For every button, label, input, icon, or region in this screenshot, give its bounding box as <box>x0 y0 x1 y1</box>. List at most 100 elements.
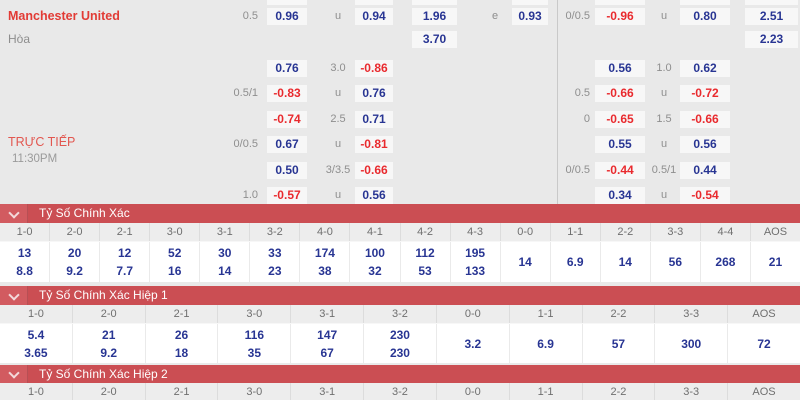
odds-cell[interactable]: 2.23 <box>745 31 798 48</box>
score-odd-value[interactable]: 30 <box>218 246 232 260</box>
score-odd-value[interactable]: 174 <box>314 246 335 260</box>
odds-cell[interactable]: 0.56 <box>680 136 730 153</box>
score-odd-value[interactable]: 35 <box>247 345 262 360</box>
score-odds-cell: 147 67 <box>291 324 365 363</box>
score-odd-value[interactable]: 100 <box>364 246 385 260</box>
odds-cell[interactable]: -0.54 <box>680 187 730 204</box>
odds-cell[interactable]: 0.71 <box>355 111 393 128</box>
line-label: u <box>660 87 668 99</box>
score-odds-cell: 100 32 <box>350 242 401 282</box>
score-odd-value[interactable]: 18 <box>174 345 189 360</box>
score-odd-value[interactable]: 133 <box>465 264 486 278</box>
odds-cell[interactable]: 0.94 <box>355 8 393 25</box>
score-odd-value[interactable]: 16 <box>168 264 182 278</box>
score-odds-cell: 6.9 <box>551 242 601 282</box>
score-odds-cell: 56 <box>651 242 701 282</box>
home-team-name: Manchester United <box>8 9 120 23</box>
score-odd-value[interactable]: 147 <box>317 327 338 342</box>
score-odd-value[interactable]: 268 <box>715 255 736 269</box>
score-odd-value[interactable]: 52 <box>168 246 182 260</box>
score-odd-value[interactable]: 53 <box>418 264 432 278</box>
odds-cell[interactable]: 0.50 <box>267 162 307 179</box>
line-label: e <box>491 10 499 22</box>
score-column-header: 3-1 <box>200 223 251 241</box>
odds-cell[interactable]: 0.56 <box>595 60 645 77</box>
score-odd-value[interactable]: 116 <box>244 327 265 342</box>
odds-cell[interactable]: 0.44 <box>680 162 730 179</box>
score-odd-value[interactable]: 112 <box>415 246 435 260</box>
score-odd-value[interactable]: 38 <box>318 264 332 278</box>
odds-cell[interactable]: -0.66 <box>355 162 393 179</box>
score-odd-value[interactable]: 230 <box>389 345 410 360</box>
score-odd-value[interactable]: 67 <box>320 345 334 360</box>
score-odds-cell: 3.2 <box>437 324 510 363</box>
score-odd-value[interactable]: 21 <box>102 327 116 342</box>
odds-cell[interactable]: -0.66 <box>680 111 730 128</box>
odds-cell[interactable]: -0.86 <box>355 60 393 77</box>
score-odd-value[interactable]: 3.65 <box>24 345 48 360</box>
score-odd-value[interactable]: 57 <box>611 336 626 351</box>
score-odd-value[interactable]: 6.9 <box>537 336 554 351</box>
score-column-header: 0-0 <box>437 305 510 323</box>
odds-cell[interactable]: 0.67 <box>267 136 307 153</box>
odds-cell[interactable]: 0.34 <box>595 187 645 204</box>
score-odd-value[interactable]: 21 <box>768 255 783 269</box>
odds-cell[interactable]: 0.80 <box>680 8 730 25</box>
score-odd-value[interactable]: 6.9 <box>566 255 584 269</box>
odds-cell[interactable]: 0.62 <box>680 60 730 77</box>
odds-cell[interactable]: -0.96 <box>595 8 645 25</box>
odds-cell[interactable]: 0.93 <box>512 8 548 25</box>
score-odd-value[interactable]: 72 <box>757 336 771 351</box>
score-odd-value[interactable]: 195 <box>465 246 486 260</box>
odds-cell[interactable]: -0.44 <box>595 162 645 179</box>
score-odd-value[interactable]: 300 <box>681 336 702 351</box>
score-odd-value[interactable]: 7.7 <box>116 264 133 278</box>
odds-cell[interactable]: 0.56 <box>355 187 393 204</box>
score-odd-value[interactable]: 20 <box>67 246 82 260</box>
score-odd-value[interactable]: 26 <box>174 327 189 342</box>
score-odd-value[interactable]: 33 <box>268 246 282 260</box>
score-odd-value[interactable]: 8.8 <box>16 264 33 278</box>
score-column-header: 4-1 <box>350 223 401 241</box>
section-header-bar: Tỷ Số Chính Xác <box>0 204 800 223</box>
odds-cell[interactable]: -0.66 <box>595 85 645 102</box>
odds-cell[interactable]: -0.72 <box>680 85 730 102</box>
odds-cell[interactable]: 0.96 <box>267 8 307 25</box>
score-column-header: 2-0 <box>73 305 146 323</box>
odds-cell[interactable]: 2.51 <box>745 8 798 25</box>
score-odd-value[interactable]: 14 <box>218 264 232 278</box>
score-odd-value[interactable]: 23 <box>268 264 282 278</box>
score-odd-value[interactable]: 12 <box>117 246 132 260</box>
score-odd-value[interactable]: 9.2 <box>66 264 83 278</box>
score-odd-value[interactable]: 3.2 <box>464 336 482 351</box>
score-odd-value[interactable]: 230 <box>389 327 410 342</box>
score-odds-cell: 26 18 <box>146 324 219 363</box>
odds-cell[interactable]: -0.74 <box>267 111 307 128</box>
odds-cell[interactable]: 0.76 <box>355 85 393 102</box>
line-label: u <box>334 10 342 22</box>
odds-cell[interactable]: 0.76 <box>267 60 307 77</box>
odds-cell[interactable]: 0.55 <box>595 136 645 153</box>
score-odd-value[interactable]: 9.2 <box>100 345 118 360</box>
score-odd-value[interactable]: 13 <box>17 246 32 260</box>
section-toggle-button[interactable] <box>0 286 28 305</box>
section-toggle-button[interactable] <box>0 365 28 383</box>
section-toggle-button[interactable] <box>0 204 28 223</box>
score-column-header: 3-3 <box>655 305 729 323</box>
score-column-header: 1-0 <box>0 383 73 400</box>
score-column-header: 0-0 <box>437 383 510 400</box>
score-odds-cell: 116 35 <box>218 324 292 363</box>
score-column-header: 3-0 <box>218 383 292 400</box>
score-odd-value[interactable]: 14 <box>618 255 632 269</box>
score-odd-value[interactable]: 5.4 <box>27 327 45 342</box>
odds-cell[interactable]: -0.81 <box>355 136 393 153</box>
score-odd-value[interactable]: 14 <box>518 255 532 269</box>
odds-cell[interactable]: 1.96 <box>412 8 457 25</box>
score-odds-row: 5.4 3.65 21 9.2 26 18 116 35 147 67 230 230 3.2 6.9 57… <box>0 324 800 363</box>
odds-cell[interactable]: -0.83 <box>267 85 307 102</box>
score-odd-value[interactable]: 32 <box>368 264 382 278</box>
odds-cell[interactable]: 3.70 <box>412 31 457 48</box>
odds-cell[interactable]: -0.65 <box>595 111 645 128</box>
score-odd-value[interactable]: 56 <box>668 255 683 269</box>
odds-cell[interactable]: -0.57 <box>267 187 307 204</box>
